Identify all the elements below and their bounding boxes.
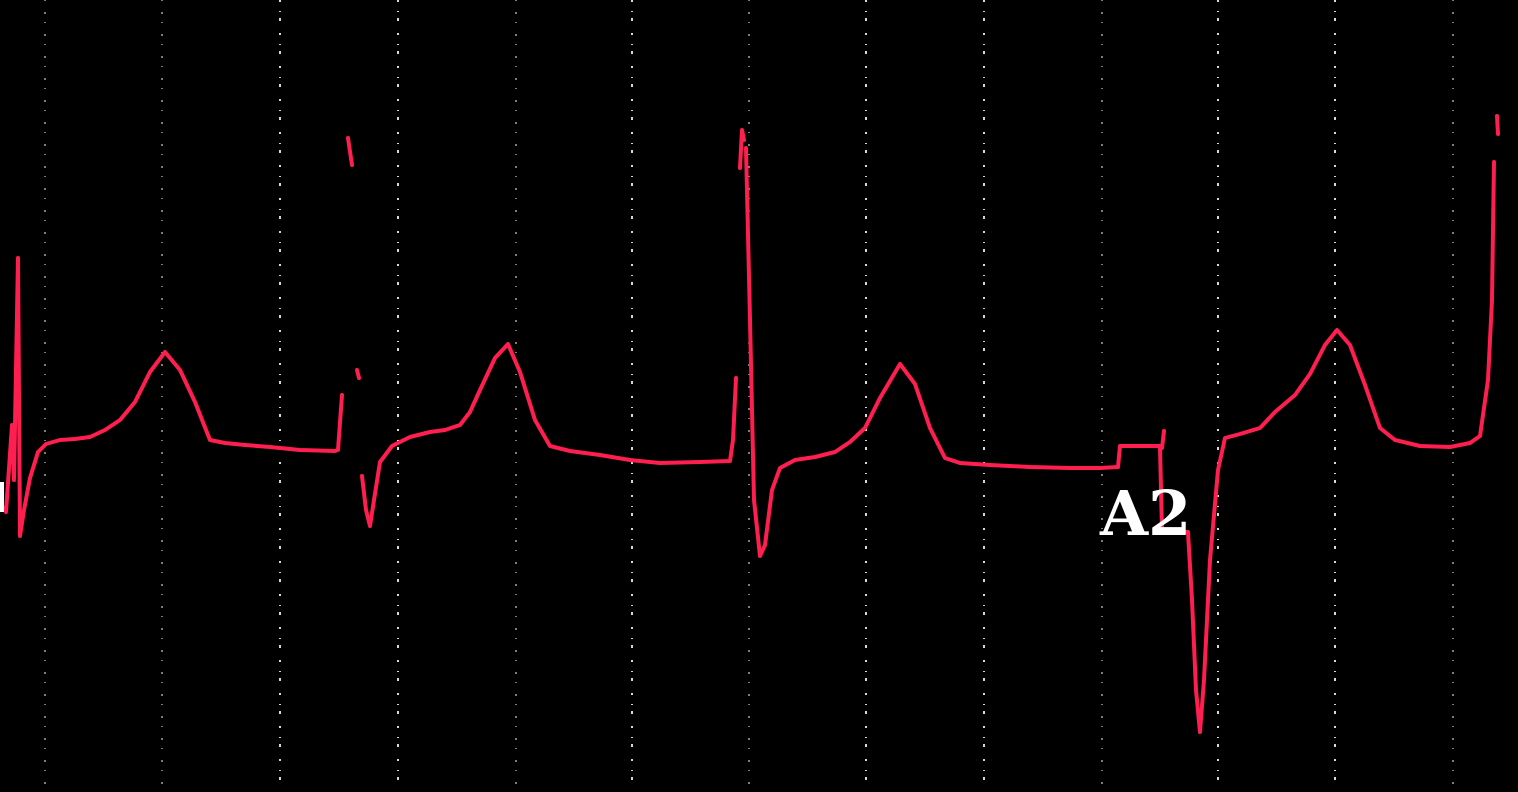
ecg-trace (744, 146, 1166, 558)
ecg-trace (355, 368, 361, 380)
edge-mark (0, 482, 4, 512)
ecg-trace (0, 256, 344, 538)
grid-lines (44, 0, 1454, 792)
ecg-waveform (0, 114, 1500, 734)
ecg-trace (346, 136, 354, 167)
ecg-trace (738, 128, 746, 170)
lead-label: A2 (1099, 477, 1191, 550)
ecg-trace (360, 342, 738, 528)
ecg-trace (1158, 160, 1496, 734)
ecg-trace (1495, 114, 1500, 136)
